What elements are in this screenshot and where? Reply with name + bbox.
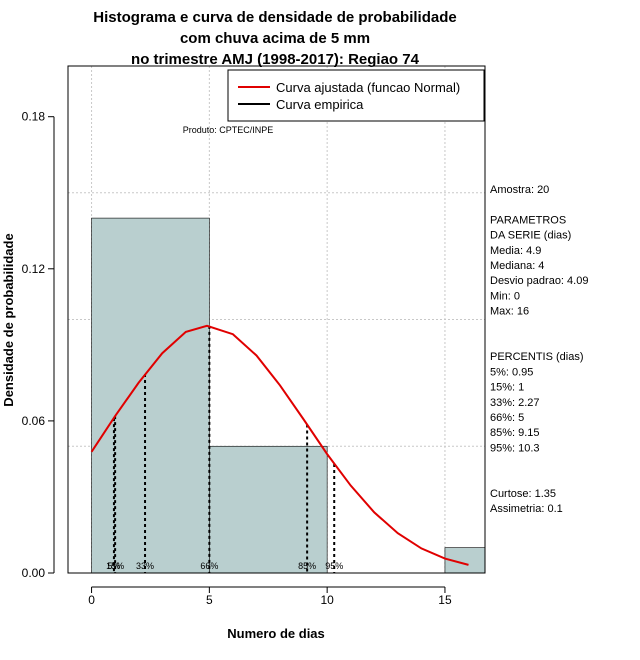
stats-line: 66%: 5	[490, 412, 524, 424]
stats-line: Curtose: 1.35	[490, 488, 556, 500]
y-tick-label: 0.00	[22, 566, 46, 580]
title-line: Histograma e curva de densidade de proba…	[93, 9, 456, 26]
y-tick-label: 0.06	[22, 414, 46, 428]
percentile-label: 95%	[325, 561, 343, 571]
stats-line: PARAMETROS	[490, 214, 566, 226]
x-tick-label: 0	[88, 593, 95, 607]
stats-line: DA SERIE (dias)	[490, 230, 571, 242]
y-axis: 0.00 0.06 0.12 0.18	[22, 110, 55, 580]
stats-line: 95%: 10.3	[490, 442, 540, 454]
percentile-label: 66%	[200, 561, 218, 571]
stats-line: 33%: 2.27	[490, 397, 540, 409]
histogram-bar	[91, 217, 210, 574]
y-tick-label: 0.18	[22, 110, 46, 124]
percentile-label: 33%	[136, 561, 154, 571]
stats-line: PERCENTIS (dias)	[490, 351, 584, 363]
stats-line: Desvio padrao: 4.09	[490, 275, 588, 287]
percentile-label: 15%	[106, 561, 124, 571]
legend-label: Curva ajustada (funcao Normal)	[276, 80, 460, 95]
x-tick-label: 10	[320, 593, 334, 607]
percentile-label: 5%	[107, 561, 120, 571]
stats-line: Amostra: 20	[490, 184, 549, 196]
legend: Curva ajustada (funcao Normal) Curva empi…	[227, 69, 485, 122]
percentile-label: 85%	[298, 561, 316, 571]
title-line: no trimestre AMJ (1998-2017): Regiao 74	[131, 51, 420, 68]
y-axis-label: Densidade de probabilidade	[1, 233, 16, 406]
percentile-lines: 5%15% 33% 66% 85% 95%	[106, 325, 343, 573]
stats-line: Media: 4.9	[490, 245, 541, 257]
x-axis: 0 5 10 15	[88, 586, 452, 607]
stats-panel: Amostra: 20 PARAMETROS DA SERIE (dias) Me…	[490, 184, 588, 515]
legend-box	[227, 69, 485, 122]
stats-line: 85%: 9.15	[490, 427, 540, 439]
stats-line: Min: 0	[490, 290, 520, 302]
credit-text: Produto: CPTEC/INPE	[183, 125, 274, 135]
x-tick-label: 15	[438, 593, 452, 607]
title-line: com chuva acima de 5 mm	[180, 30, 370, 47]
stats-line: Assimetria: 0.1	[490, 503, 563, 515]
stats-line: 15%: 1	[490, 382, 524, 394]
stats-line: Max: 16	[490, 306, 529, 318]
plot-frame	[67, 65, 486, 574]
stats-line: Mediana: 4	[490, 260, 544, 272]
legend-label: Curva empirica	[276, 97, 364, 112]
chart-title: Histograma e curva de densidade de proba…	[93, 9, 456, 68]
y-tick-label: 0.12	[22, 262, 46, 276]
fitted-normal-curve	[90, 324, 469, 566]
x-tick-label: 5	[206, 593, 213, 607]
fitted-curve-group	[90, 324, 469, 566]
stats-line: 5%: 0.95	[490, 366, 533, 378]
histogram-bar	[209, 445, 328, 574]
x-axis-label: Numero de dias	[227, 626, 325, 641]
